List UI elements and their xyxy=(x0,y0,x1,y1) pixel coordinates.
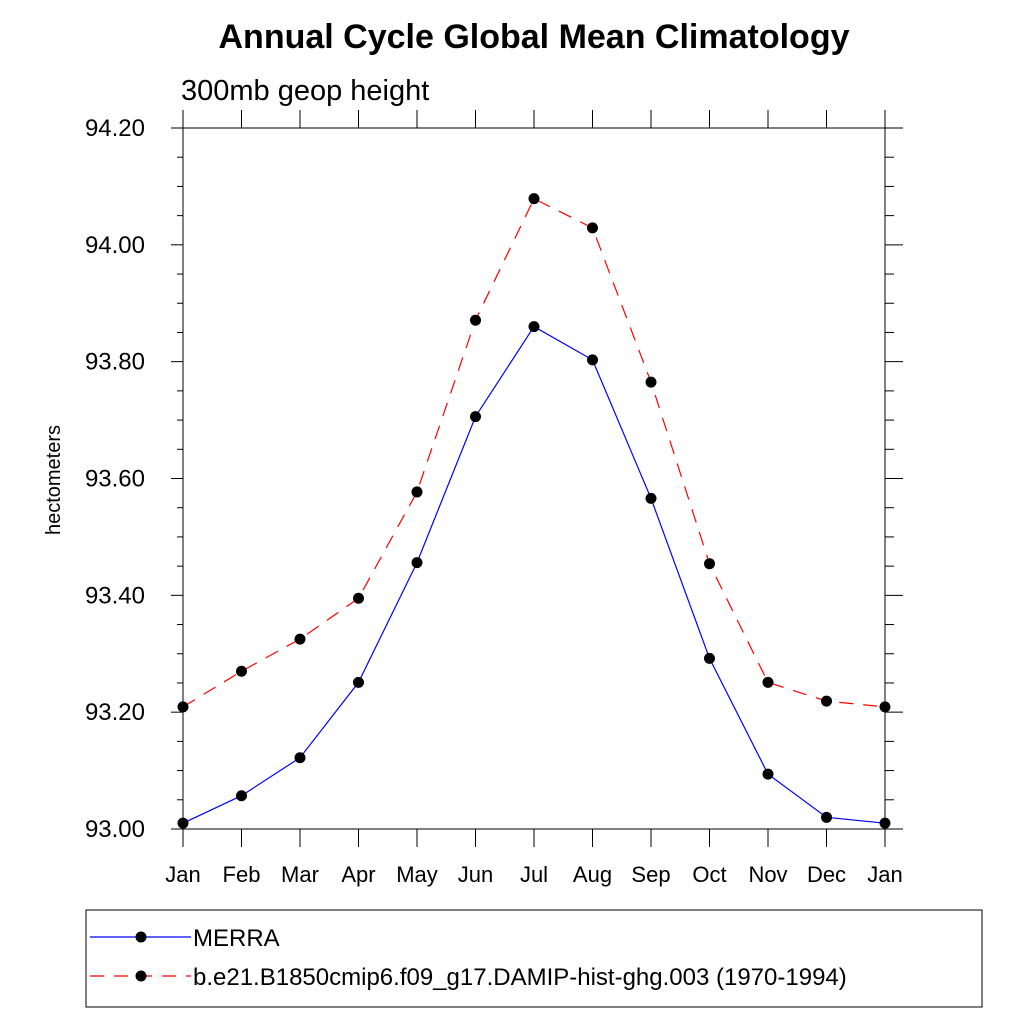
series-1-point xyxy=(353,592,364,604)
x-tick-label: Jun xyxy=(458,862,493,887)
series-1-point xyxy=(528,193,540,205)
series-0-point xyxy=(236,790,247,802)
series-1-point xyxy=(821,695,832,707)
series-0-point xyxy=(470,411,481,423)
series-line-1 xyxy=(182,197,886,708)
legend-label-merra: MERRA xyxy=(193,925,280,952)
x-tick-label: May xyxy=(396,862,438,887)
series-1-point xyxy=(704,558,715,570)
series-0-point xyxy=(704,652,715,664)
legend-marker-merra xyxy=(135,931,147,943)
series-0-point xyxy=(294,752,306,764)
legend-item-model: b.e21.B1850cmip6.f09_g17.DAMIP-hist-ghg.… xyxy=(90,964,847,991)
series-1-point xyxy=(177,701,189,713)
series-0-point xyxy=(821,811,832,823)
series-layer xyxy=(177,193,891,829)
series-1-point xyxy=(236,665,247,677)
series-1-point xyxy=(645,376,657,388)
x-tick-label: Sep xyxy=(631,862,670,887)
y-tick-label: 93.00 xyxy=(85,816,145,843)
x-tick-label: Aug xyxy=(573,862,612,887)
series-0-point xyxy=(353,676,364,688)
y-axis-label: hectometers xyxy=(43,425,65,535)
x-tick-label: Apr xyxy=(341,862,375,887)
series-1-point xyxy=(294,633,306,645)
series-0-point xyxy=(587,354,598,366)
y-axis-ticks: 93.00 93.20 93.40 93.60 93.80 94.00 94.20 xyxy=(85,115,903,843)
x-tick-label: Dec xyxy=(807,862,846,887)
series-0-point xyxy=(411,557,423,569)
legend-label-model: b.e21.B1850cmip6.f09_g17.DAMIP-hist-ghg.… xyxy=(193,964,847,991)
y-tick-label: 94.00 xyxy=(85,232,145,259)
legend-marker-model xyxy=(135,970,147,982)
plot-frame xyxy=(182,127,886,830)
series-1-point xyxy=(587,222,598,234)
legend-item-merra: MERRA xyxy=(90,925,280,952)
y-tick-label: 94.20 xyxy=(85,115,145,142)
x-tick-label: Jan xyxy=(165,862,200,887)
series-0-point xyxy=(879,817,891,829)
x-tick-label: Oct xyxy=(692,862,726,887)
y-tick-label: 93.60 xyxy=(85,466,145,493)
series-1-point xyxy=(762,676,774,688)
legend-box xyxy=(85,909,983,1008)
y-tick-label: 93.20 xyxy=(85,699,145,726)
x-tick-label: Mar xyxy=(281,862,319,887)
chart-subtitle: 300mb geop height xyxy=(181,75,429,107)
x-tick-label: Jul xyxy=(520,862,548,887)
series-line-0 xyxy=(182,325,886,824)
y-tick-label: 93.80 xyxy=(85,349,145,376)
x-tick-label: Feb xyxy=(223,862,261,887)
series-0-point xyxy=(645,492,657,504)
x-tick-label: Jan xyxy=(867,862,902,887)
x-axis-ticks: Jan Feb Mar Apr May Jun Jul Aug Sep Oct Nov Dec Jan xyxy=(165,110,903,887)
series-0-point xyxy=(177,817,189,829)
series-1-point xyxy=(470,314,481,326)
x-tick-label: Nov xyxy=(748,862,787,887)
series-1-point xyxy=(411,486,423,498)
series-0-point xyxy=(528,321,540,333)
y-tick-label: 93.40 xyxy=(85,582,145,609)
series-1-point xyxy=(879,701,891,713)
series-0-point xyxy=(762,768,774,780)
chart-title: Annual Cycle Global Mean Climatology xyxy=(219,18,850,56)
